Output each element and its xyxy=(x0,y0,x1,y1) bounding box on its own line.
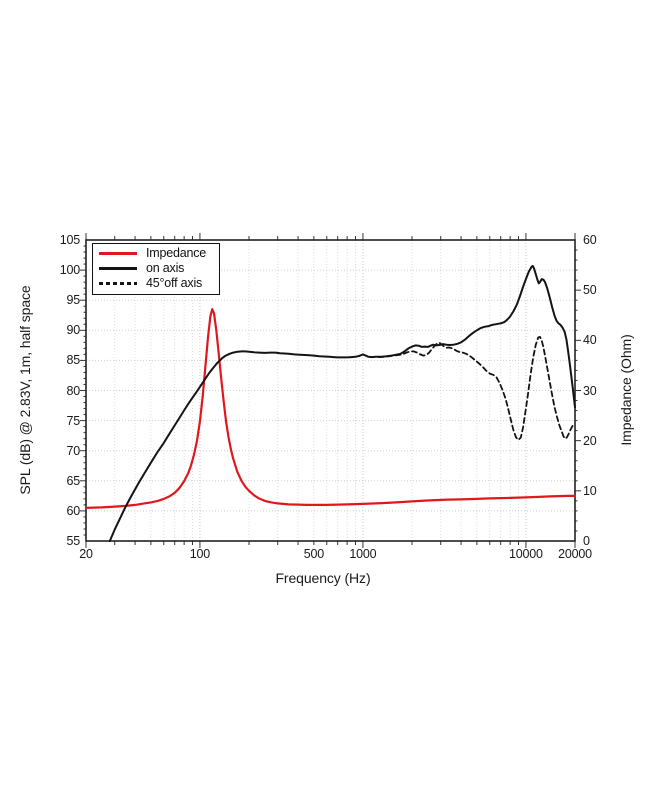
x-tick-label: 10000 xyxy=(509,547,543,561)
legend-label: Impedance xyxy=(146,246,207,260)
y-left-tick-label: 105 xyxy=(59,233,80,247)
x-tick-label: 20000 xyxy=(558,547,592,561)
x-tick-label: 500 xyxy=(303,547,324,561)
legend-label: 45°off axis xyxy=(146,276,203,290)
y-left-tick-label: 80 xyxy=(66,383,80,398)
y-left-tick-label: 60 xyxy=(66,503,80,518)
x-axis-title: Frequency (Hz) xyxy=(275,570,371,586)
off-axis-line-swatch xyxy=(99,282,137,285)
y-right-tick-label: 40 xyxy=(583,333,597,348)
y-left-tick-label: 95 xyxy=(66,293,80,308)
y-left-tick-label: 100 xyxy=(59,263,80,278)
y-left-tick-label: 90 xyxy=(66,323,80,338)
y-right-tick-label: 60 xyxy=(583,233,597,247)
y-right-tick-label: 20 xyxy=(583,433,597,448)
left-y-axis-title: SPL (dB) @ 2.83V, 1m, half space xyxy=(17,285,33,495)
legend-item-on-axis: on axis xyxy=(99,262,214,275)
legend: Impedance on axis 45°off axis xyxy=(92,243,220,295)
impedance-line-swatch xyxy=(99,252,137,255)
x-tick-label: 20 xyxy=(79,547,93,561)
x-tick-label: 100 xyxy=(189,547,211,561)
y-right-tick-label: 30 xyxy=(583,383,597,398)
y-left-tick-label: 75 xyxy=(66,413,80,428)
x-tick-label: 1000 xyxy=(349,547,377,561)
on-axis-line-swatch xyxy=(99,267,137,270)
y-left-tick-label: 55 xyxy=(66,534,80,548)
y-right-tick-label: 0 xyxy=(583,534,590,548)
y-right-tick-label: 50 xyxy=(583,283,597,298)
y-right-tick-label: 10 xyxy=(583,483,597,498)
legend-item-impedance: Impedance xyxy=(99,247,214,260)
y-left-tick-label: 65 xyxy=(66,473,80,488)
y-left-tick-label: 70 xyxy=(66,443,80,458)
y-left-tick-label: 85 xyxy=(66,353,80,368)
legend-label: on axis xyxy=(146,261,185,275)
legend-item-off-axis: 45°off axis xyxy=(99,277,214,290)
